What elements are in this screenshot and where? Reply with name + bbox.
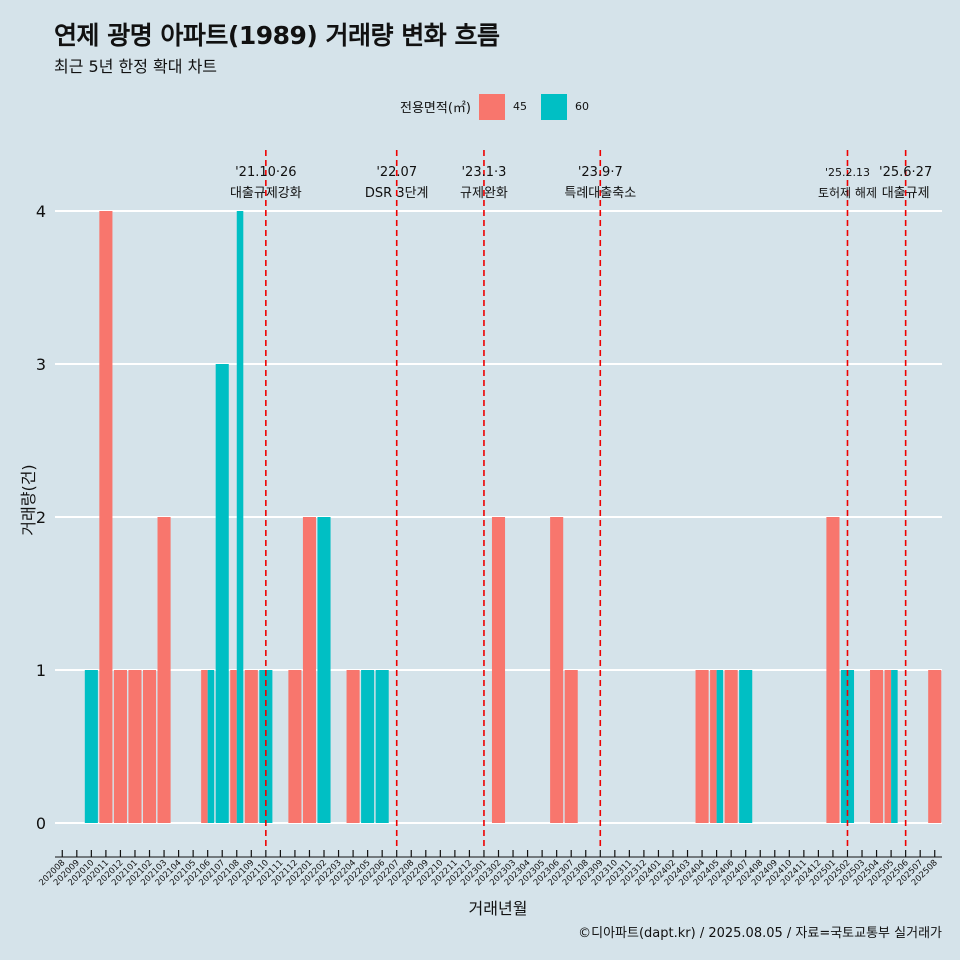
bar-60-202108	[236, 211, 244, 823]
bar-45-202504	[870, 670, 884, 823]
bar-45-202508	[928, 670, 942, 823]
bar-45-202302	[491, 517, 506, 823]
bar-45-202109	[244, 670, 258, 823]
event-name-label: 대출규제강화	[230, 186, 302, 201]
bar-45-202102	[142, 670, 157, 823]
bar-60-202502	[840, 670, 855, 823]
y-axis-title: 거래량(건)	[19, 464, 38, 535]
bar-45-202201	[302, 517, 317, 823]
legend-title: 전용면적(㎡)	[400, 101, 471, 116]
bar-60-202206	[375, 670, 389, 823]
bar-45-202108	[230, 670, 237, 823]
bar-60-202407	[739, 670, 753, 823]
event-name-label: 토허제 해제	[818, 186, 877, 200]
event-date-label: '25.2.13	[825, 166, 870, 179]
chart-subtitle: 최근 5년 한정 확대 차트	[54, 57, 218, 76]
legend-label-45: 45	[512, 100, 527, 113]
bar-45-202306	[550, 517, 564, 823]
x-axis-title: 거래년월	[469, 899, 528, 918]
y-tick-label: 2	[36, 508, 46, 527]
bar-60-202205	[361, 670, 375, 823]
chart-title: 연제 광명 아파트(1989) 거래량 변화 흐름	[54, 21, 500, 50]
event-date-label: '23.1·3	[461, 165, 506, 180]
bar-45-202112	[288, 670, 302, 823]
bar-60-202107	[215, 364, 229, 823]
event-name-label: DSR 3단계	[365, 186, 429, 201]
event-name-label: 규제완화	[460, 186, 508, 201]
bar-60-202405	[716, 670, 724, 823]
y-tick-label: 3	[36, 355, 46, 374]
bar-45-202012	[113, 670, 127, 823]
bar-45-202101	[128, 670, 142, 823]
bar-60-202106	[207, 670, 215, 823]
event-date-label: '23.9·7	[578, 165, 623, 180]
bar-45-202405	[710, 670, 717, 823]
event-name-label: 특례대출축소	[564, 186, 636, 201]
bar-45-202011	[99, 211, 113, 823]
legend-label-60: 60	[574, 100, 589, 113]
legend: 전용면적(㎡) 45 60	[400, 93, 603, 120]
bar-60-202505	[891, 670, 898, 823]
bar-45-202106	[201, 670, 208, 823]
event-date-label: '22.07	[376, 165, 417, 180]
bar-60-202202	[317, 517, 331, 823]
bar-45-202204	[346, 670, 360, 823]
event-name-label: 대출규제	[882, 186, 930, 201]
y-tick-label: 1	[36, 661, 46, 680]
bar-45-202103	[157, 517, 171, 823]
event-date-label: '21.10·26	[235, 165, 296, 180]
bar-60-202110	[259, 670, 273, 823]
bar-45-202505	[884, 670, 892, 823]
legend-swatch-45	[478, 93, 505, 120]
y-tick-label: 0	[36, 814, 46, 833]
bar-60-202010	[84, 670, 98, 823]
legend-swatch-60	[540, 93, 567, 120]
bar-45-202404	[695, 670, 709, 823]
event-date-label: '25.6·27	[879, 165, 932, 180]
bar-45-202307	[564, 670, 578, 823]
bar-45-202406	[724, 670, 738, 823]
source-caption: ©디아파트(dapt.kr) / 2025.08.05 / 자료=국토교통부 실…	[578, 926, 942, 941]
bar-45-202501	[826, 517, 840, 823]
y-tick-label: 4	[36, 202, 46, 221]
